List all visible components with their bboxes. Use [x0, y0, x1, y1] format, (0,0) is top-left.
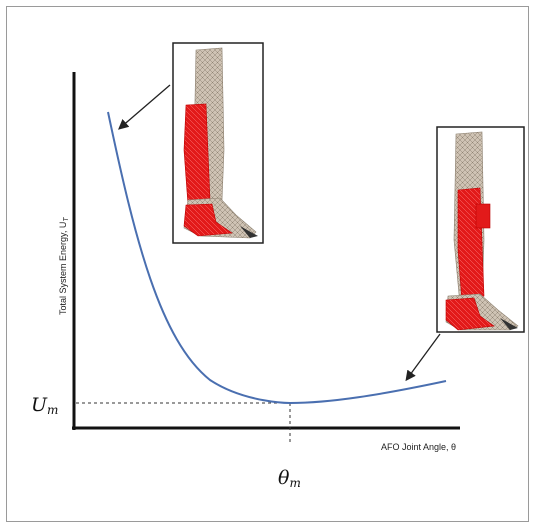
energy-curve: [107, 111, 447, 405]
y-axis-label: Total System Energy, UT: [58, 217, 70, 315]
right-panel-arrow: [405, 333, 441, 382]
left-panel-arrow: [118, 84, 171, 130]
u-min-label: Um: [31, 394, 58, 417]
x-axis-label: AFO Joint Angle, θ: [381, 442, 456, 452]
leg-with-long-orthosis-icon: [436, 126, 525, 333]
theta-min-label: θm: [278, 467, 301, 490]
leg-with-short-orthosis-icon: [172, 42, 264, 244]
